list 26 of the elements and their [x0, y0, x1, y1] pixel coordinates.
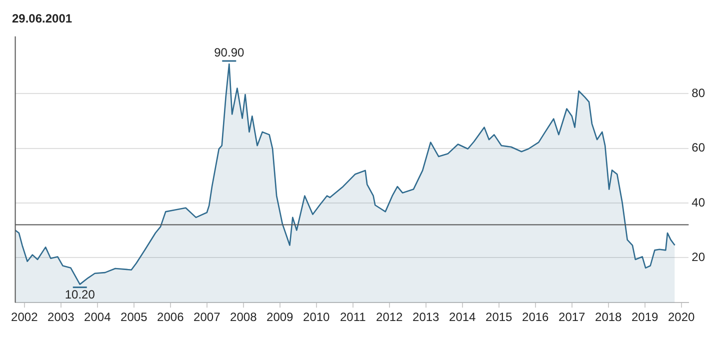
x-tick-label: 2003 — [48, 310, 75, 324]
x-tick-label: 2014 — [449, 310, 476, 324]
y-tick-label: 40 — [692, 195, 706, 210]
x-tick-label: 2012 — [376, 310, 404, 324]
x-tick-label: 2008 — [230, 310, 258, 324]
x-tick-label: 2016 — [522, 310, 550, 324]
x-tick-label: 2015 — [486, 310, 513, 324]
annotation: 10.20 — [64, 288, 96, 302]
annotation: 90.90 — [214, 45, 244, 60]
x-tick-label: 2019 — [632, 310, 659, 324]
x-tick-label: 2020 — [668, 310, 696, 324]
x-tick-label: 2011 — [340, 310, 366, 324]
y-tick-label: 20 — [692, 250, 706, 264]
y-tick-label: 80 — [692, 86, 706, 100]
x-tick-label: 2013 — [412, 310, 440, 324]
x-tick-label: 2006 — [157, 310, 184, 324]
y-tick-label: 60 — [692, 140, 706, 155]
x-tick-label: 2009 — [266, 310, 294, 324]
x-tick-label: 2004 — [84, 310, 112, 324]
x-tick-label: 2017 — [558, 310, 586, 324]
x-tick-label: 2005 — [120, 310, 148, 324]
x-tick-label: 2002 — [11, 310, 38, 324]
x-tick-label: 2010 — [303, 310, 330, 324]
chart-title: 29.06.2001 — [12, 12, 72, 26]
x-tick-label: 2007 — [194, 310, 221, 324]
x-tick-label: 2018 — [595, 310, 622, 324]
